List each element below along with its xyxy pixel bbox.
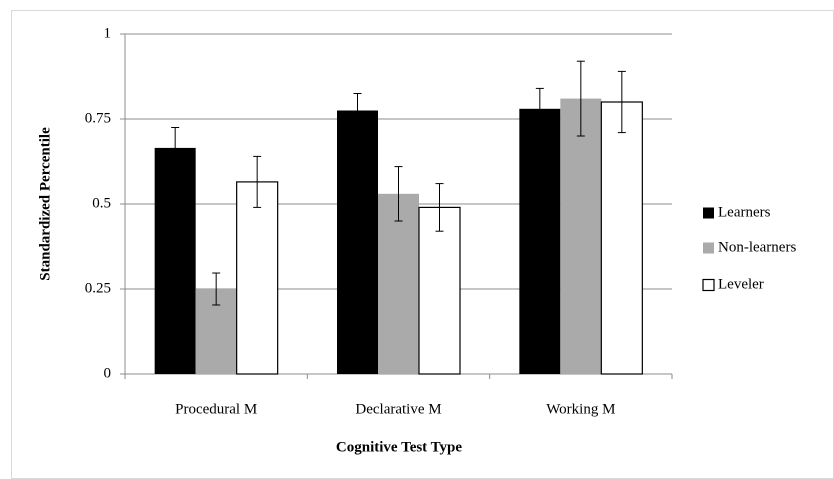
y-tick-label: 0.5: [92, 195, 111, 211]
error-bar: [576, 60, 585, 137]
error-bar: [353, 93, 362, 128]
bar: [378, 193, 419, 374]
bar: [418, 206, 461, 375]
y-axis-label: Standardized Percentile: [37, 127, 53, 281]
legend-swatch: [703, 242, 714, 254]
error-bar: [253, 155, 262, 208]
y-tick-label: 0: [104, 365, 112, 381]
x-tick-label: Working M: [546, 401, 615, 417]
y-tick-label: 0.25: [85, 280, 111, 296]
bar: [337, 110, 378, 374]
legend-label: Non-learners: [718, 239, 796, 255]
x-axis-label: Cognitive Test Type: [336, 439, 462, 455]
legend-label: Leveler: [718, 276, 764, 292]
error-bar: [535, 87, 544, 130]
error-bar: [617, 70, 626, 134]
error-bar: [171, 127, 180, 169]
x-tick-label: Procedural M: [175, 401, 257, 417]
bar: [600, 101, 643, 375]
x-tick-label: Declarative M: [355, 401, 441, 417]
error-bar: [394, 166, 403, 222]
error-bar: [212, 272, 221, 306]
legend-label: Learners: [718, 204, 771, 220]
bar: [519, 108, 561, 375]
bar: [154, 147, 196, 374]
legend-swatch: [703, 207, 714, 219]
error-bar: [435, 183, 444, 232]
bar: [560, 98, 602, 374]
bar: [236, 181, 279, 375]
y-tick-label: 1: [104, 25, 112, 41]
legend-swatch: [702, 278, 715, 292]
y-tick-label: 0.75: [85, 110, 111, 126]
